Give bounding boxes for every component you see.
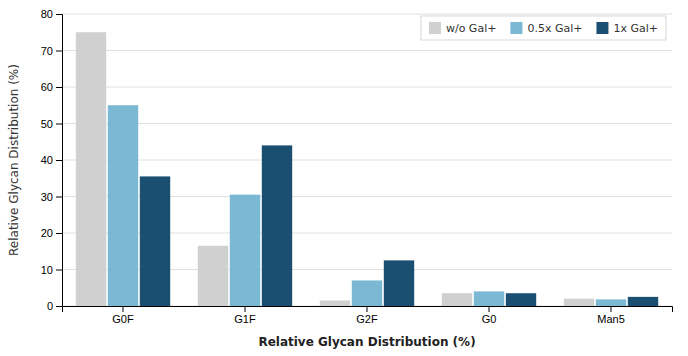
- y-tick-label: 60: [41, 81, 53, 93]
- y-tick-label: 80: [41, 8, 53, 20]
- bar: [506, 293, 536, 306]
- bar: [352, 280, 382, 306]
- y-tick-line: [56, 87, 62, 88]
- bar: [262, 145, 292, 306]
- y-tick-line: [56, 270, 62, 271]
- x-tick-label: G2F: [356, 313, 378, 325]
- y-tick-label: 40: [41, 154, 53, 166]
- y-tick: 40: [41, 154, 62, 166]
- x-tick-line: [245, 306, 246, 312]
- y-tick: 10: [41, 264, 62, 276]
- grid-line: [62, 160, 672, 161]
- legend-swatch: [596, 22, 608, 34]
- legend-item: 0.5x Gal+: [510, 22, 582, 35]
- legend-item: 1x Gal+: [596, 22, 658, 35]
- bars: [76, 32, 658, 306]
- y-axis-title: Relative Glycan Distribution (%): [7, 64, 21, 256]
- legend-frame: [421, 16, 666, 40]
- y-tick-line: [56, 233, 62, 234]
- y-tick: 30: [41, 191, 62, 203]
- bar: [474, 291, 504, 306]
- x-axis: G0F G1F G2F G0 Man5: [63, 306, 673, 325]
- y-tick: 50: [41, 118, 62, 130]
- series: [108, 105, 626, 306]
- y-tick-line: [56, 160, 62, 161]
- x-tick: G0: [482, 306, 497, 325]
- y-tick-label: 0: [47, 300, 53, 312]
- bar: [230, 195, 260, 306]
- bar: [320, 301, 350, 306]
- y-tick: 80: [41, 8, 62, 20]
- x-tick-line: [611, 306, 612, 312]
- bar: [564, 299, 594, 306]
- plot: G0F G1F G2F G0 Man5 0 10 20 30 40 50 60 70 80 Relative…: [7, 8, 673, 349]
- y-tick-label: 30: [41, 191, 53, 203]
- y-tick-label: 10: [41, 264, 53, 276]
- x-tick: G2F: [356, 306, 378, 325]
- legend-label: w/o Gal+: [446, 22, 496, 35]
- y-tick: 0: [47, 300, 62, 312]
- x-tick-line: [489, 306, 490, 312]
- y-tick-line: [56, 124, 62, 125]
- x-tick-label: G0: [482, 313, 497, 325]
- y-tick-label: 50: [41, 118, 53, 130]
- bar: [198, 246, 228, 306]
- legend: w/o Gal+ 0.5x Gal+ 1x Gal+: [421, 16, 666, 40]
- x-tick: Man5: [597, 306, 625, 325]
- y-tick: 60: [41, 81, 62, 93]
- legend-swatch: [429, 22, 441, 34]
- bar: [442, 293, 472, 306]
- y-tick: 20: [41, 227, 62, 239]
- bar: [140, 176, 170, 306]
- y-tick-line: [56, 306, 62, 307]
- y-tick-line: [56, 51, 62, 52]
- grid: [62, 14, 672, 306]
- series: [140, 145, 658, 306]
- y-tick-label: 70: [41, 45, 53, 57]
- y-tick-line: [56, 14, 62, 15]
- bar: [108, 105, 138, 306]
- y-tick: 70: [41, 45, 62, 57]
- grid-line: [62, 14, 672, 15]
- x-tick-label: Man5: [597, 313, 625, 325]
- legend-item: w/o Gal+: [429, 22, 496, 35]
- y-tick-line: [56, 197, 62, 198]
- legend-label: 0.5x Gal+: [527, 22, 582, 35]
- x-axis-line: [63, 307, 673, 313]
- y-tick-label: 20: [41, 227, 53, 239]
- x-tick-line: [123, 306, 124, 312]
- bar: [384, 260, 414, 306]
- grid-line: [62, 50, 672, 51]
- chart: G0F G1F G2F G0 Man5 0 10 20 30 40 50 60 70 80 Relative…: [0, 0, 688, 356]
- grid-line: [62, 123, 672, 124]
- legend-swatch: [510, 22, 522, 34]
- y-axis: 0 10 20 30 40 50 60 70 80: [41, 8, 63, 312]
- x-tick: G0F: [112, 306, 134, 325]
- x-tick-line: [367, 306, 368, 312]
- x-axis-title: Relative Glycan Distribution (%): [258, 335, 475, 349]
- x-tick-label: G0F: [112, 313, 134, 325]
- bar: [596, 299, 626, 306]
- x-tick: G1F: [234, 306, 256, 325]
- legend-label: 1x Gal+: [613, 22, 658, 35]
- grid-line: [62, 87, 672, 88]
- y-axis-line: [56, 15, 63, 307]
- bar: [76, 32, 106, 306]
- series: [76, 32, 594, 306]
- bar: [628, 297, 658, 306]
- x-tick-label: G1F: [234, 313, 256, 325]
